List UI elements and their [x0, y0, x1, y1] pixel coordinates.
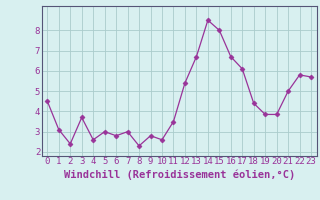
X-axis label: Windchill (Refroidissement éolien,°C): Windchill (Refroidissement éolien,°C) — [64, 169, 295, 180]
